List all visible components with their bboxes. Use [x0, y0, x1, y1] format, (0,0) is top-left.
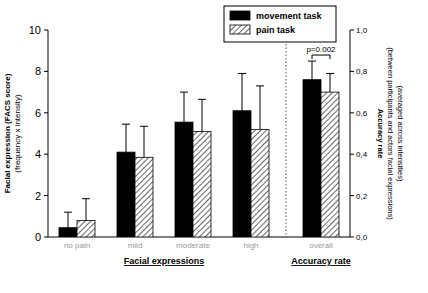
y2-tick-label: 0,8 — [356, 67, 368, 76]
error-cap — [140, 126, 148, 127]
y-tick — [44, 154, 48, 155]
x-tick-label: high — [243, 241, 258, 250]
y2-axis-label: (averaged across intensities) — [396, 86, 405, 182]
error-cap — [326, 73, 334, 74]
y2-axis-label: Accuracy rate — [376, 109, 385, 159]
error-cap — [198, 99, 206, 100]
error-bar — [326, 73, 334, 92]
error-cap — [238, 73, 246, 74]
bar — [193, 131, 211, 237]
significance-bracket — [312, 55, 330, 59]
y-tick-label: 4 — [35, 148, 41, 160]
error-cap — [64, 212, 72, 213]
error-bar — [308, 61, 316, 80]
y-tick — [44, 30, 48, 31]
error-bar — [198, 99, 206, 131]
legend-swatch — [230, 11, 250, 20]
y-tick-label: 2 — [35, 190, 41, 202]
error-line — [330, 73, 331, 92]
separator — [286, 30, 287, 237]
legend-box — [224, 6, 336, 42]
y2-tick — [350, 71, 354, 72]
y2-tick-label: 0,6 — [356, 109, 368, 118]
bar — [303, 80, 321, 237]
error-line — [144, 126, 145, 157]
y-tick-label: 10 — [29, 24, 41, 36]
y2-tick-label: 0,4 — [356, 150, 368, 159]
y2-tick-label: 0,0 — [356, 233, 368, 242]
error-bar — [140, 126, 148, 157]
bar — [77, 220, 95, 237]
y-tick — [44, 112, 48, 113]
legend: movement task pain task — [224, 6, 336, 42]
y2-tick — [350, 195, 354, 196]
y-axis-label: (frequency x intensity) — [13, 94, 22, 173]
annotation: p=0.002 — [306, 45, 336, 54]
bar — [233, 111, 251, 237]
error-bar — [238, 73, 246, 110]
y-tick — [44, 237, 48, 238]
error-line — [126, 124, 127, 152]
y2-axis-label: (between participants and actors facial … — [386, 47, 395, 220]
y-axis-label: Facial expression (FACS score) — [3, 73, 12, 193]
y-tick-label: 8 — [35, 65, 41, 77]
y-tick — [44, 71, 48, 72]
bar — [59, 228, 77, 237]
bar — [175, 122, 193, 237]
y2-axis — [350, 30, 351, 237]
x-tick-label: mild — [128, 241, 143, 250]
error-bar — [82, 199, 90, 221]
plot-area — [59, 61, 339, 237]
y2-tick-label: 1,0 — [356, 26, 368, 35]
chart: 0 2 4 6 8 10 0,0 0,2 0,4 0,6 0,8 1,0 Facial expressi… — [0, 0, 428, 293]
legend-label: movement task — [256, 11, 323, 21]
bar — [321, 92, 339, 237]
error-line — [242, 73, 243, 110]
bar — [251, 129, 269, 237]
legend-label: pain task — [256, 25, 296, 35]
error-bar — [122, 124, 130, 152]
error-bar — [256, 86, 264, 129]
x-tick-label: no pain — [64, 241, 90, 250]
error-line — [68, 212, 69, 228]
y-tick-label: 6 — [35, 107, 41, 119]
error-cap — [122, 124, 130, 125]
y-tick — [44, 195, 48, 196]
y2-tick — [350, 237, 354, 238]
x-tick-label: moderate — [176, 241, 210, 250]
group-label: Accuracy rate — [291, 256, 351, 266]
error-bar — [180, 92, 188, 122]
error-cap — [82, 198, 90, 199]
y2-tick — [350, 30, 354, 31]
y2-tick-label: 0,2 — [356, 192, 368, 201]
error-cap — [256, 85, 264, 86]
y2-tick — [350, 112, 354, 113]
y2-tick — [350, 154, 354, 155]
legend-swatch — [230, 25, 250, 34]
group-label: Facial expressions — [124, 256, 205, 266]
error-line — [184, 92, 185, 122]
x-tick-label: overall — [309, 241, 333, 250]
error-line — [202, 99, 203, 131]
error-bar — [64, 212, 72, 228]
bar — [135, 157, 153, 237]
error-cap — [180, 92, 188, 93]
error-line — [260, 86, 261, 129]
y-tick-label: 0 — [35, 231, 41, 243]
error-cap — [308, 61, 316, 62]
error-line — [86, 199, 87, 221]
error-line — [312, 61, 313, 80]
y-axis — [48, 30, 49, 237]
bar — [117, 152, 135, 237]
